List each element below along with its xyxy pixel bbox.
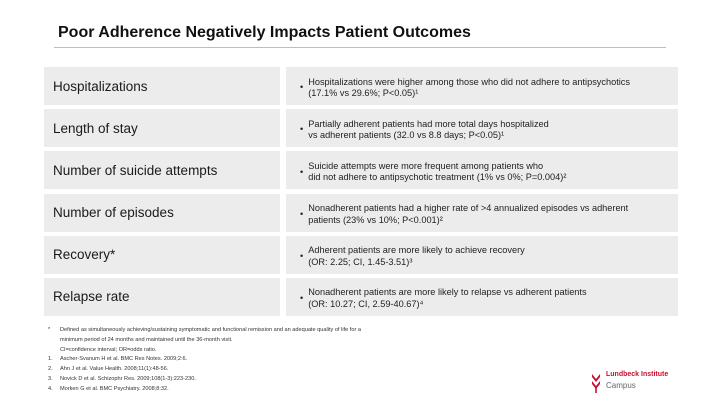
description-text: Partially adherent patients had more tot… bbox=[308, 118, 549, 141]
table-row: Recovery* • Adherent patients are more l… bbox=[44, 235, 678, 274]
row-description: • Partially adherent patients had more t… bbox=[286, 109, 678, 148]
row-label: Recovery* bbox=[44, 235, 280, 274]
row-description: • Adherent patients are more likely to a… bbox=[286, 235, 678, 274]
bullet-mark: • bbox=[300, 166, 304, 177]
slide-title: Poor Adherence Negatively Impacts Patien… bbox=[58, 24, 471, 41]
description-text: Suicide attempts were more frequent amon… bbox=[308, 160, 567, 183]
row-label: Relapse rate bbox=[44, 277, 280, 316]
logo-name: Lundbeck Institute bbox=[606, 371, 669, 378]
abbreviations-footnote: CI=confidence interval; OR=odds ratio. bbox=[60, 346, 157, 353]
row-description: • Nonadherent patients are more likely t… bbox=[286, 277, 678, 316]
lundbeck-logo-icon bbox=[592, 374, 600, 393]
row-label: Length of stay bbox=[44, 109, 280, 148]
table-row: Relapse rate • Nonadherent patients are … bbox=[44, 277, 678, 316]
bullet-mark: • bbox=[300, 208, 304, 219]
row-label: Hospitalizations bbox=[44, 67, 280, 105]
row-description: • Suicide attempts were more frequent am… bbox=[286, 151, 678, 190]
bullet-mark: • bbox=[300, 251, 304, 261]
description-text: Nonadherent patients had a higher rate o… bbox=[308, 203, 629, 225]
reference-item: 3. Novick D et al. Schizophr Res. 2009;1… bbox=[48, 375, 196, 382]
reference-item: 4. Morken G et al. BMC Psychiatry. 2008;… bbox=[48, 385, 169, 392]
bullet-mark: • bbox=[300, 124, 304, 135]
description-text: Nonadherent patients are more likely to … bbox=[308, 287, 587, 309]
lundbeck-logo: Lundbeck Institute Campus bbox=[590, 368, 680, 398]
title-divider bbox=[54, 47, 666, 48]
description-text: Hospitalizations were higher among those… bbox=[308, 76, 630, 99]
bullet-mark: • bbox=[300, 293, 304, 304]
asterisk-footnote: * Defined as simultaneously achieving/su… bbox=[48, 327, 361, 343]
row-description: • Hospitalizations were higher among tho… bbox=[286, 67, 678, 105]
logo-sub: Campus bbox=[606, 381, 636, 390]
reference-item: 1. Ascher-Svanum H et al. BMC Res Notes.… bbox=[48, 356, 188, 363]
table-row: Number of suicide attempts • Suicide att… bbox=[44, 151, 678, 190]
reference-item: 2. Ahn J et al. Value Health. 2008;11(1)… bbox=[48, 366, 169, 373]
table-row: Number of episodes • Nonadherent patient… bbox=[44, 193, 678, 232]
description-text: Adherent patients are more likely to ach… bbox=[308, 245, 525, 267]
table-row: Hospitalizations • Hospitalizations were… bbox=[44, 67, 678, 105]
footnotes: * Defined as simultaneously achieving/su… bbox=[48, 326, 378, 395]
row-label: Number of episodes bbox=[44, 193, 280, 232]
row-description: • Nonadherent patients had a higher rate… bbox=[286, 193, 678, 232]
outcomes-table: Hospitalizations • Hospitalizations were… bbox=[44, 67, 678, 320]
table-row: Length of stay • Partially adherent pati… bbox=[44, 109, 678, 148]
bullet-mark: • bbox=[300, 82, 304, 93]
row-label: Number of suicide attempts bbox=[44, 151, 280, 190]
